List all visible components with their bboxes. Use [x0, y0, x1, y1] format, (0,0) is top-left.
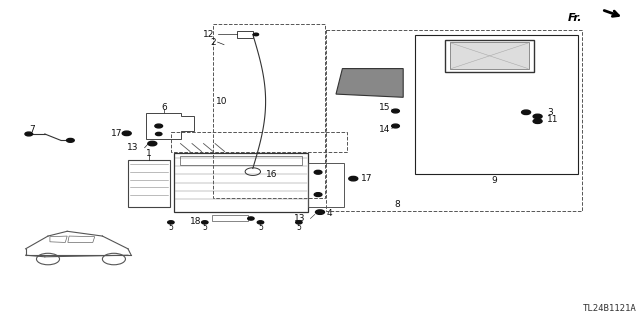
- Text: 5: 5: [258, 223, 263, 232]
- Circle shape: [67, 138, 74, 142]
- Text: 13: 13: [294, 214, 305, 223]
- Circle shape: [168, 221, 174, 224]
- Circle shape: [533, 119, 542, 123]
- Text: 8: 8: [394, 200, 399, 209]
- Text: 3: 3: [547, 108, 553, 117]
- Circle shape: [392, 124, 399, 128]
- Circle shape: [314, 193, 322, 197]
- Text: 5: 5: [202, 223, 207, 232]
- Text: 17: 17: [111, 129, 123, 138]
- Bar: [445, 40, 534, 72]
- Text: 10: 10: [216, 97, 227, 106]
- Circle shape: [155, 124, 163, 128]
- Text: 5: 5: [296, 223, 301, 232]
- Text: 9: 9: [492, 176, 497, 185]
- Text: 2: 2: [211, 38, 216, 47]
- Text: TL24B1121A: TL24B1121A: [583, 304, 637, 313]
- Circle shape: [296, 221, 302, 224]
- Circle shape: [392, 109, 399, 113]
- Text: 18: 18: [189, 217, 201, 226]
- Text: 12: 12: [203, 30, 214, 39]
- Circle shape: [257, 221, 264, 224]
- Text: 14: 14: [379, 125, 390, 134]
- Text: 5: 5: [168, 223, 173, 232]
- Text: 13: 13: [127, 143, 138, 152]
- Text: 4: 4: [326, 209, 332, 218]
- Bar: [415, 35, 578, 174]
- Text: 17: 17: [361, 174, 372, 183]
- Polygon shape: [336, 69, 403, 97]
- Circle shape: [253, 33, 259, 36]
- Text: 6: 6: [161, 103, 166, 112]
- Text: 7: 7: [29, 125, 35, 134]
- Circle shape: [122, 131, 131, 136]
- Bar: [450, 42, 529, 69]
- Circle shape: [202, 221, 208, 224]
- Bar: [174, 153, 308, 212]
- Circle shape: [349, 176, 358, 181]
- Circle shape: [156, 132, 162, 136]
- Circle shape: [316, 210, 324, 214]
- Text: 11: 11: [547, 115, 559, 124]
- Text: 1: 1: [146, 149, 152, 158]
- Circle shape: [522, 110, 531, 115]
- Bar: [212, 215, 248, 221]
- Circle shape: [248, 217, 254, 220]
- Circle shape: [314, 170, 322, 174]
- Bar: [237, 31, 253, 38]
- Text: Fr.: Fr.: [568, 12, 582, 23]
- Bar: [180, 156, 302, 165]
- Text: 16: 16: [266, 170, 277, 179]
- Text: 15: 15: [379, 103, 390, 112]
- Bar: [128, 160, 170, 207]
- Circle shape: [533, 114, 542, 119]
- Circle shape: [25, 132, 33, 136]
- Bar: [308, 163, 344, 207]
- Circle shape: [148, 141, 157, 146]
